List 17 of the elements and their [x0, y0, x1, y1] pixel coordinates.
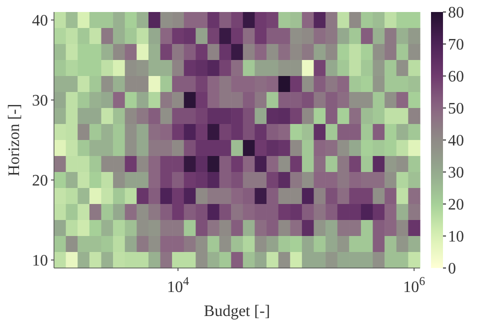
color-bar-label: 60 [448, 68, 464, 86]
color-bar-label: 80 [448, 4, 464, 22]
y-tick-label: 30 [32, 92, 48, 110]
color-bar-label: 0 [448, 260, 456, 278]
y-tick-label: 40 [32, 12, 48, 30]
color-bar-label: 20 [448, 196, 464, 214]
color-bar-label: 40 [448, 132, 464, 150]
x-tick-label: 10$^{4}$ [166, 274, 189, 296]
color-bar-label: 70 [448, 36, 464, 54]
x-tick-label: 10$^{6}$ [403, 274, 426, 296]
color-bar-label: 50 [448, 100, 464, 118]
y-axis-title: Horizon [-] [6, 104, 23, 176]
color-bar-label: 30 [448, 164, 464, 182]
color-bar-label: 10 [448, 228, 464, 246]
y-tick-label: 20 [32, 172, 48, 190]
x-axis-title: Budget [-] [204, 303, 270, 320]
y-tick-label: 10 [32, 252, 48, 270]
